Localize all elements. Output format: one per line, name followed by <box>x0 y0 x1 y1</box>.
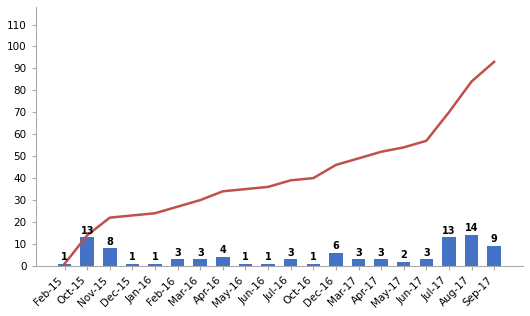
Bar <box>352 259 365 266</box>
Text: 2: 2 <box>400 250 407 260</box>
Bar <box>261 264 275 266</box>
Text: 1: 1 <box>264 252 271 262</box>
Text: 14: 14 <box>465 223 478 234</box>
Text: 13: 13 <box>442 226 456 236</box>
Bar <box>193 259 207 266</box>
Text: 1: 1 <box>310 252 316 262</box>
Bar <box>488 246 501 266</box>
Text: 3: 3 <box>378 247 384 258</box>
Bar <box>442 237 456 266</box>
Bar <box>216 257 229 266</box>
Bar <box>58 264 72 266</box>
Text: 3: 3 <box>174 247 181 258</box>
Text: 4: 4 <box>219 246 226 255</box>
Bar <box>171 259 184 266</box>
Text: 8: 8 <box>107 237 113 246</box>
Bar <box>465 235 478 266</box>
Text: 1: 1 <box>61 252 68 262</box>
Bar <box>420 259 433 266</box>
Text: 1: 1 <box>129 252 136 262</box>
Text: 1: 1 <box>152 252 158 262</box>
Bar <box>81 237 94 266</box>
Bar <box>103 248 117 266</box>
Bar <box>126 264 139 266</box>
Bar <box>374 259 388 266</box>
Text: 3: 3 <box>197 247 204 258</box>
Text: 3: 3 <box>355 247 362 258</box>
Bar <box>284 259 297 266</box>
Text: 6: 6 <box>332 241 339 251</box>
Text: 3: 3 <box>423 247 430 258</box>
Bar <box>148 264 162 266</box>
Bar <box>306 264 320 266</box>
Bar <box>329 253 343 266</box>
Bar <box>397 262 411 266</box>
Bar <box>238 264 252 266</box>
Text: 3: 3 <box>287 247 294 258</box>
Text: 1: 1 <box>242 252 249 262</box>
Text: 9: 9 <box>491 234 498 244</box>
Text: 13: 13 <box>81 226 94 236</box>
